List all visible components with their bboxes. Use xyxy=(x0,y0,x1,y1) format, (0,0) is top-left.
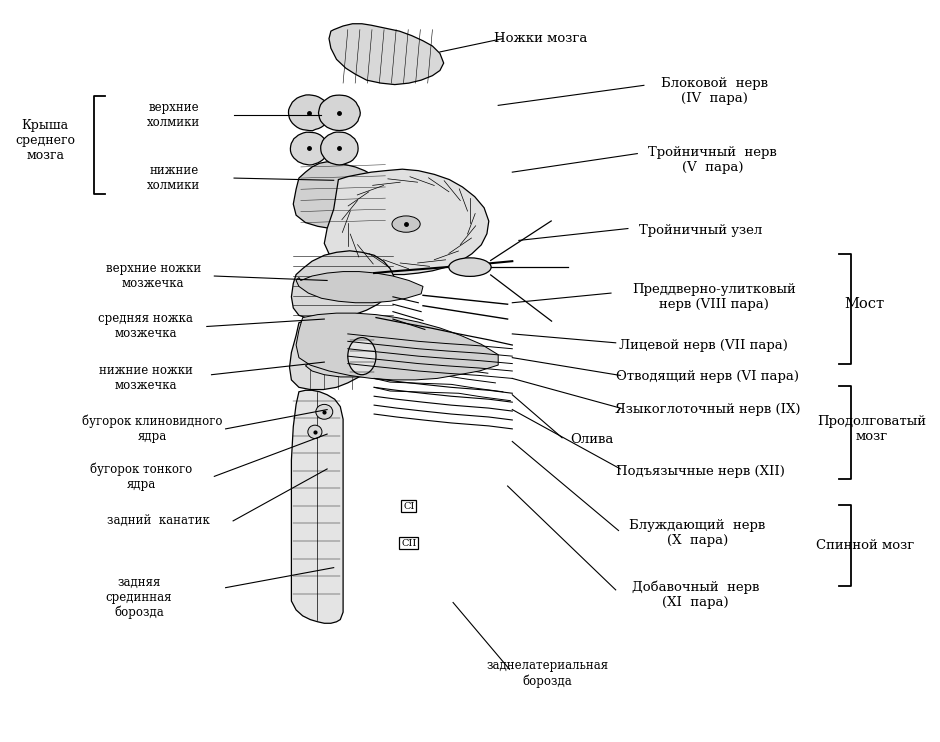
Ellipse shape xyxy=(308,425,321,439)
Text: Спинной мозг: Спинной мозг xyxy=(816,539,914,552)
Text: Ножки мозга: Ножки мозга xyxy=(494,32,588,45)
Polygon shape xyxy=(329,24,444,85)
Text: Подъязычные нерв (XII): Подъязычные нерв (XII) xyxy=(616,464,785,478)
Text: Преддверно-улитковый
нерв (VIII пара): Преддверно-улитковый нерв (VIII пара) xyxy=(633,283,796,311)
Text: Лицевой нерв (VII пара): Лицевой нерв (VII пара) xyxy=(619,338,788,352)
Polygon shape xyxy=(296,272,423,303)
Text: Крыша
среднего
мозга: Крыша среднего мозга xyxy=(15,119,75,162)
Text: бугорок клиновидного
ядра: бугорок клиновидного ядра xyxy=(82,415,223,443)
Polygon shape xyxy=(291,390,343,623)
Ellipse shape xyxy=(448,258,491,276)
Text: нижние
холмики: нижние холмики xyxy=(148,164,200,192)
Text: CII: CII xyxy=(401,539,416,548)
Polygon shape xyxy=(319,95,360,131)
Polygon shape xyxy=(324,169,489,275)
Text: Олива: Олива xyxy=(571,433,614,446)
Text: Продолговатый
мозг: Продолговатый мозг xyxy=(817,415,926,443)
Text: верхние
холмики: верхние холмики xyxy=(148,101,200,129)
Text: Добавочный  нерв
(XI  пара): Добавочный нерв (XI пара) xyxy=(632,581,760,609)
Text: Тройничный узел: Тройничный узел xyxy=(638,223,762,237)
Text: Тройничный  нерв
(V  пара): Тройничный нерв (V пара) xyxy=(649,145,776,174)
Ellipse shape xyxy=(316,404,333,419)
Polygon shape xyxy=(296,313,498,380)
Text: нижние ножки
мозжечка: нижние ножки мозжечка xyxy=(99,364,193,393)
Text: Блуждающий  нерв
(X  пара): Блуждающий нерв (X пара) xyxy=(630,519,765,547)
Polygon shape xyxy=(290,132,328,165)
Ellipse shape xyxy=(348,338,376,375)
Text: задняя
срединная
борозда: задняя срединная борозда xyxy=(106,576,172,619)
Text: задний  канатик: задний канатик xyxy=(106,514,210,528)
Polygon shape xyxy=(291,251,395,321)
Text: средняя ножка
мозжечка: средняя ножка мозжечка xyxy=(99,312,193,341)
Ellipse shape xyxy=(392,216,420,232)
Text: Мост: Мост xyxy=(845,298,885,311)
Text: верхние ножки
мозжечка: верхние ножки мозжечка xyxy=(105,262,201,290)
Polygon shape xyxy=(306,356,418,377)
Polygon shape xyxy=(290,318,376,390)
Polygon shape xyxy=(321,132,358,165)
Polygon shape xyxy=(289,95,330,131)
Text: Языкоглоточный нерв (IX): Языкоглоточный нерв (IX) xyxy=(615,403,801,416)
Text: заднелатериальная
борозда: заднелатериальная борозда xyxy=(486,660,608,688)
Polygon shape xyxy=(293,162,390,230)
Text: бугорок тонкого
ядра: бугорок тонкого ядра xyxy=(90,462,192,490)
Text: CI: CI xyxy=(403,502,415,510)
Text: Отводящий нерв (VI пара): Отводящий нерв (VI пара) xyxy=(617,370,799,384)
Text: Блоковой  нерв
(IV  пара): Блоковой нерв (IV пара) xyxy=(661,76,768,105)
